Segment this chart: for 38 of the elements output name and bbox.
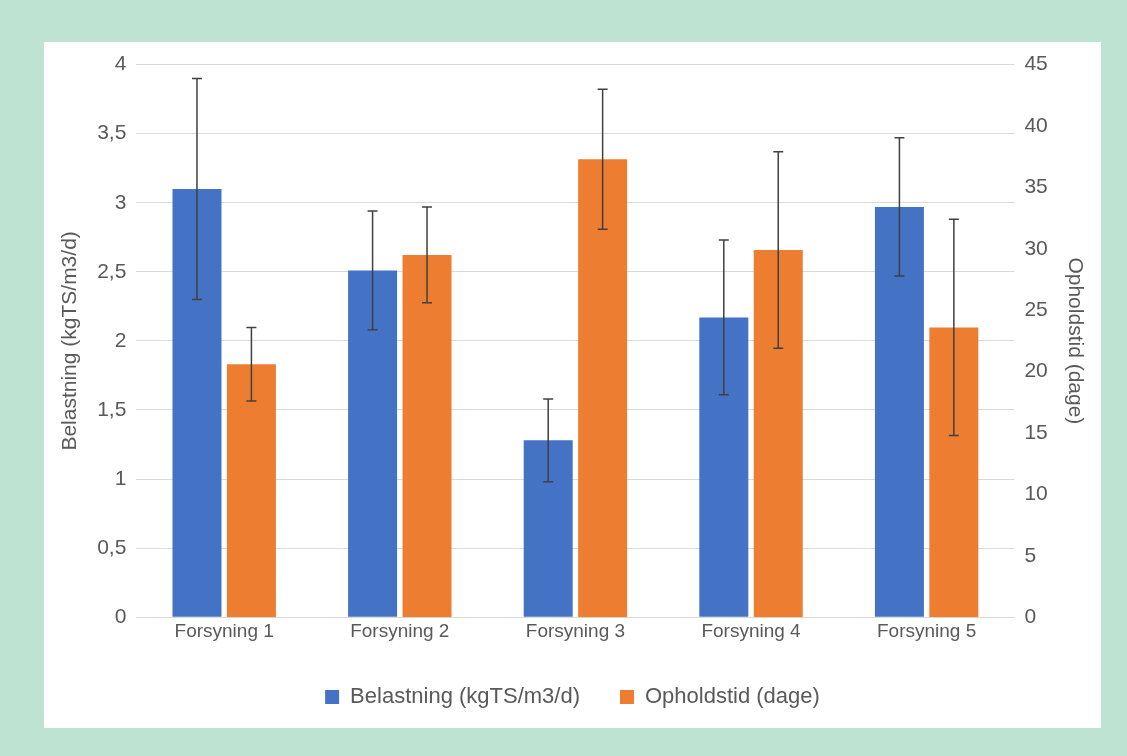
y2-tick-label: 20 [1024,358,1048,382]
bar [523,440,573,617]
y-tick-label: 3 [114,189,127,213]
bar [226,364,276,618]
y2-tick-label: 45 [1024,51,1048,75]
bar [874,206,924,617]
x-tick-label: Forsyning 1 [174,619,274,641]
y-tick-label: 2,5 [97,258,127,282]
y-tick-label: 1,5 [97,396,127,420]
y-tick-label: 0,5 [97,534,127,558]
bar [753,250,803,618]
y2-tick-label: 0 [1024,604,1037,627]
y2-tick-label: 10 [1024,481,1048,505]
x-tick-label: Forsyning 3 [525,619,626,641]
bar [348,270,398,617]
bar [929,327,979,618]
bar [699,317,749,617]
y2-tick-label: 30 [1024,235,1048,259]
bar [402,254,452,618]
bar [172,188,222,617]
y2-tick-label: 25 [1024,297,1048,320]
y-tick-label: 3,5 [97,120,127,144]
y-tick-label: 2 [114,327,127,351]
y-tick-label: 1 [114,465,127,489]
y2-tick-label: 40 [1024,112,1048,136]
y2-axis-title: Opholdstid (dage) [1064,257,1088,425]
x-tick-label: Forsyning 4 [701,619,802,641]
y2-tick-label: 5 [1024,542,1037,566]
y-tick-label: 0 [114,604,127,627]
x-tick-label: Forsyning 5 [877,619,977,641]
y-axis-title: Belastning (kgTS/m3/d) [57,231,81,451]
bar [578,159,628,618]
y2-tick-label: 35 [1024,174,1048,198]
legend-label: Opholdstid (dage) [644,683,820,709]
legend-label: Belastning (kgTS/m3/d) [350,683,580,709]
x-tick-label: Forsyning 2 [350,619,450,641]
y-tick-label: 4 [114,51,127,75]
y2-tick-label: 15 [1024,419,1048,443]
